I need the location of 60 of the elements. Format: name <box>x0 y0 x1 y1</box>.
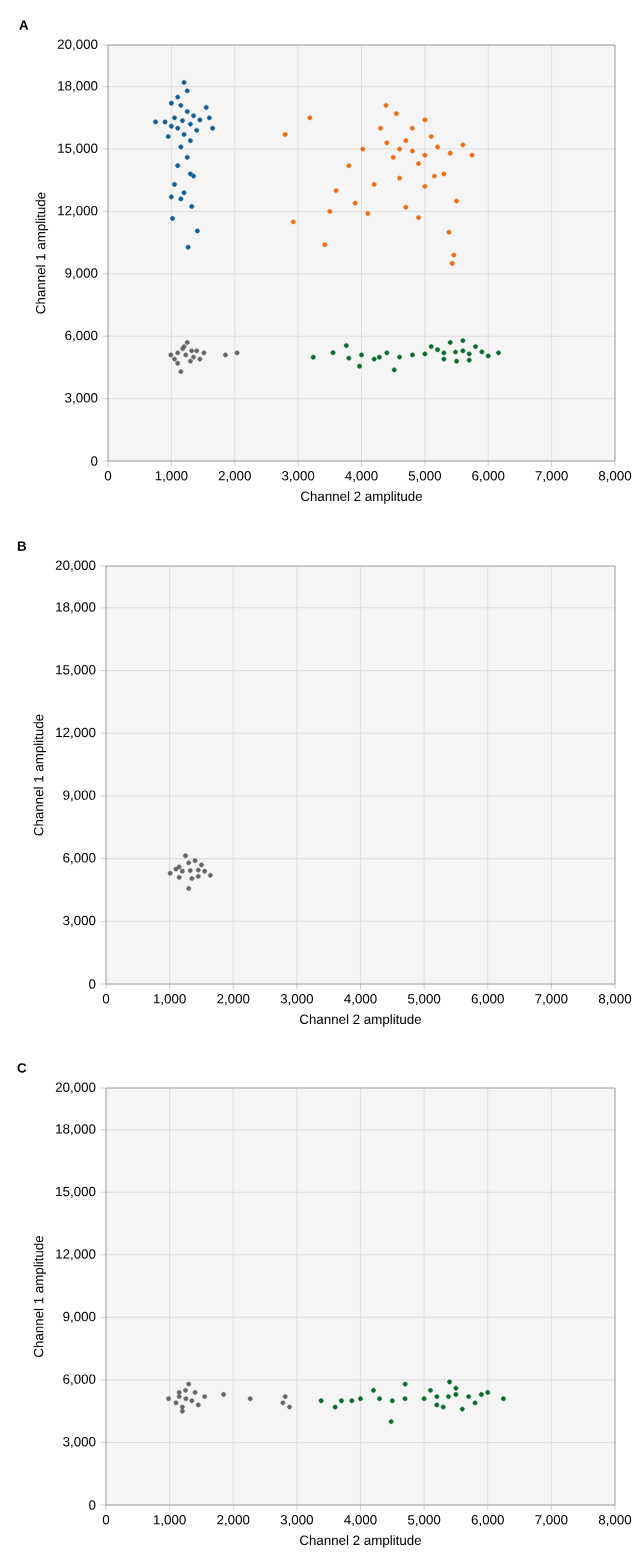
x-axis-title: Channel 2 amplitude <box>300 491 422 504</box>
y-tick-label: 20,000 <box>57 39 98 51</box>
x-tick-label: 4,000 <box>345 471 378 483</box>
x-tick-label: 5,000 <box>407 1515 441 1527</box>
y-tick-label: 3,000 <box>63 915 96 927</box>
x-tick-label: 8,000 <box>598 994 632 1006</box>
x-tick-label: 8,000 <box>598 471 632 483</box>
y-tick-label: 0 <box>91 456 98 466</box>
x-tick-label: 1,000 <box>155 471 188 483</box>
y-axis-title: Channel 1 amplitude <box>33 1235 46 1357</box>
y-tick-label: 6,000 <box>63 1374 96 1386</box>
x-tick-label: 3,000 <box>281 471 315 483</box>
x-tick-label: 7,000 <box>535 471 568 483</box>
x-tick-label: 7,000 <box>535 1515 568 1527</box>
x-tick-label: 5,000 <box>408 471 441 483</box>
y-tick-label: 6,000 <box>63 853 96 865</box>
x-tick-label: 6,000 <box>471 994 504 1006</box>
y-tick-label: 0 <box>89 979 96 989</box>
y-tick-label: 9,000 <box>63 1311 96 1323</box>
x-tick-label: 2,000 <box>218 471 251 483</box>
x-axis-title: Channel 2 amplitude <box>299 1014 421 1027</box>
x-tick-label: 2,000 <box>217 1515 250 1527</box>
y-tick-label: 15,000 <box>58 143 98 155</box>
x-tick-label: 1,000 <box>153 1515 186 1527</box>
y-tick-label: 12,000 <box>58 205 98 217</box>
x-tick-label: 6,000 <box>471 1515 504 1527</box>
y-tick-label: 18,000 <box>56 1124 96 1136</box>
x-tick-label: 1,000 <box>153 994 186 1006</box>
y-tick-label: 20,000 <box>55 1082 96 1094</box>
y-tick-label: 3,000 <box>65 393 98 405</box>
x-tick-label: 0 <box>104 471 112 481</box>
y-axis-title: Channel 1 amplitude <box>33 714 46 836</box>
x-tick-label: 6,000 <box>472 471 505 483</box>
y-tick-label: 18,000 <box>58 81 98 93</box>
y-tick-label: 9,000 <box>65 268 98 280</box>
y-tick-label: 15,000 <box>56 1186 96 1198</box>
y-tick-label: 18,000 <box>56 602 96 614</box>
x-tick-label: 4,000 <box>344 1515 377 1527</box>
x-tick-label: 0 <box>102 994 110 1004</box>
y-tick-label: 15,000 <box>56 665 96 677</box>
x-tick-label: 5,000 <box>407 994 441 1006</box>
x-tick-label: 2,000 <box>217 994 250 1006</box>
x-tick-label: 3,000 <box>280 994 313 1006</box>
x-tick-label: 3,000 <box>280 1515 313 1527</box>
x-tick-label: 4,000 <box>344 994 377 1006</box>
y-tick-label: 12,000 <box>56 1249 96 1261</box>
x-axis-title: Channel 2 amplitude <box>299 1535 421 1548</box>
chart-title: B <box>17 541 26 551</box>
chart-title: A <box>19 20 29 30</box>
x-tick-label: 0 <box>102 1515 110 1525</box>
y-tick-label: 0 <box>89 1500 96 1510</box>
x-tick-label: 7,000 <box>535 994 568 1006</box>
y-tick-label: 9,000 <box>63 790 96 802</box>
y-tick-label: 6,000 <box>65 330 98 342</box>
x-tick-label: 8,000 <box>598 1515 632 1527</box>
y-axis-title: Channel 1 amplitude <box>35 192 48 314</box>
y-tick-label: 3,000 <box>63 1436 96 1448</box>
y-tick-label: 20,000 <box>55 560 96 572</box>
chart-title: C <box>17 1063 27 1073</box>
y-tick-label: 12,000 <box>56 727 96 739</box>
